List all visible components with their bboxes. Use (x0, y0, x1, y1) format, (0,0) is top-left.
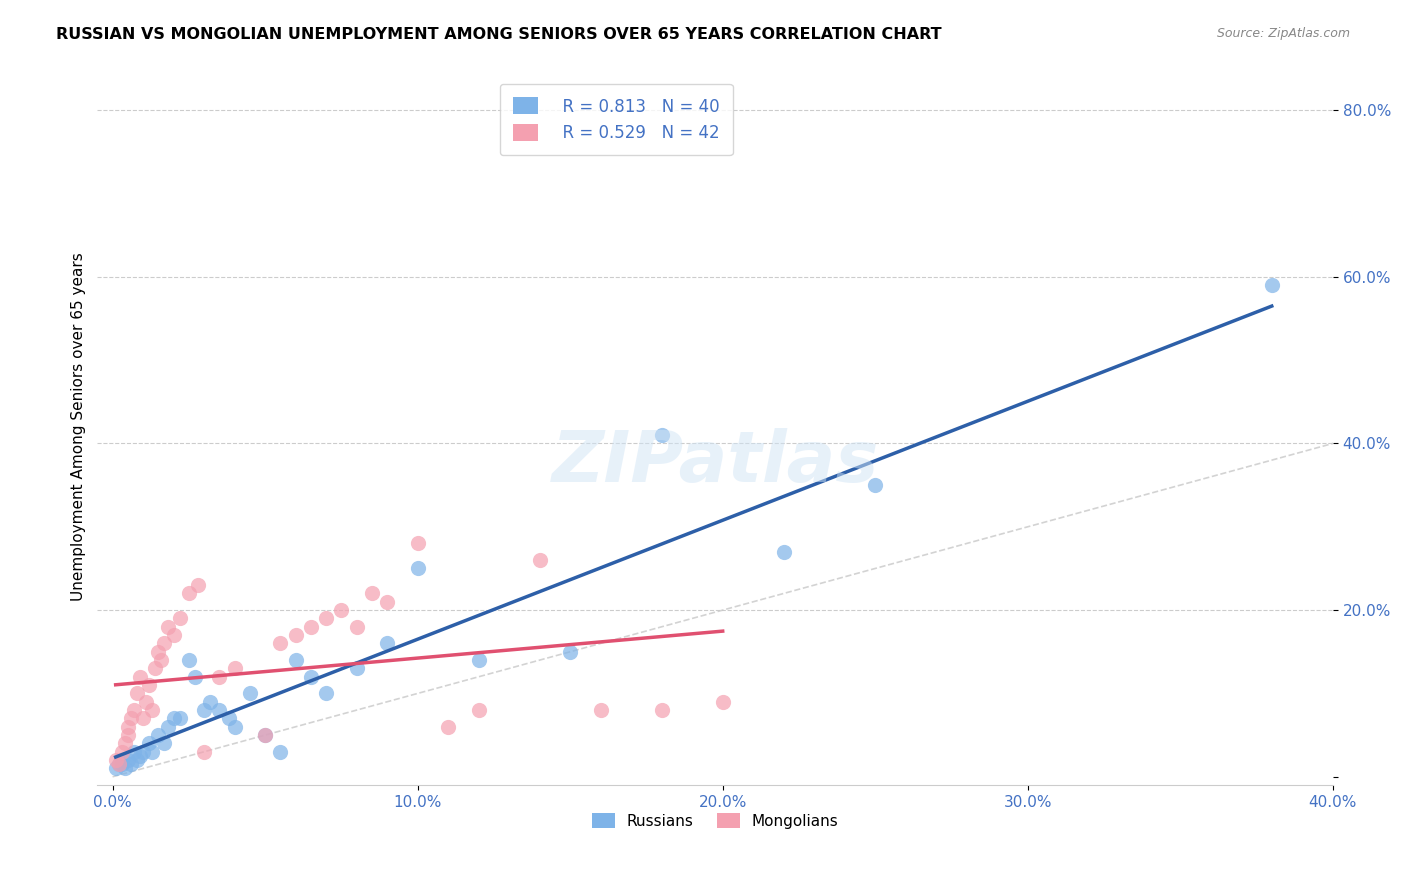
Point (114, 761, 136, 775)
Point (346, 620, 368, 634)
Point (208, 670, 231, 684)
Point (169, 711, 191, 725)
Point (406, 561, 429, 575)
Point (560, 645, 582, 659)
Point (299, 670, 322, 684)
Point (177, 586, 200, 600)
Point (138, 736, 160, 750)
Point (129, 670, 152, 684)
Legend: Russians, Mongolians: Russians, Mongolians (585, 806, 845, 835)
Point (1261, 278, 1284, 293)
Point (254, 728, 277, 742)
Point (315, 686, 337, 700)
Point (467, 703, 489, 717)
Point (651, 703, 673, 717)
Point (120, 711, 142, 725)
Point (375, 636, 398, 650)
Point (406, 536, 429, 550)
Point (156, 620, 179, 634)
Point (375, 595, 398, 609)
Point (437, 720, 460, 734)
Point (184, 670, 207, 684)
Point (107, 757, 129, 772)
Point (111, 753, 134, 767)
Point (117, 728, 139, 742)
Point (284, 653, 307, 667)
Point (863, 478, 886, 492)
Text: RUSSIAN VS MONGOLIAN UNEMPLOYMENT AMONG SENIORS OVER 65 YEARS CORRELATION CHART: RUSSIAN VS MONGOLIAN UNEMPLOYMENT AMONG … (56, 27, 942, 42)
Point (346, 661, 368, 675)
Point (177, 653, 200, 667)
Point (162, 711, 184, 725)
Point (269, 636, 291, 650)
Point (193, 745, 215, 759)
Point (122, 745, 145, 759)
Point (132, 711, 155, 725)
Point (138, 678, 160, 692)
Point (114, 736, 136, 750)
Point (200, 695, 222, 709)
Text: Source: ZipAtlas.com: Source: ZipAtlas.com (1216, 27, 1350, 40)
Point (141, 703, 163, 717)
Point (125, 686, 148, 700)
Point (107, 757, 129, 772)
Point (141, 745, 163, 759)
Point (156, 720, 179, 734)
Point (529, 553, 551, 567)
Point (169, 611, 191, 625)
Point (193, 703, 215, 717)
Point (711, 695, 734, 709)
Point (143, 661, 166, 675)
Point (208, 703, 231, 717)
Point (361, 586, 384, 600)
Y-axis label: Unemployment Among Seniors over 65 years: Unemployment Among Seniors over 65 years (72, 252, 86, 601)
Point (111, 757, 134, 772)
Point (104, 753, 127, 767)
Point (125, 753, 148, 767)
Point (148, 645, 170, 659)
Point (187, 578, 209, 592)
Point (299, 620, 322, 634)
Point (589, 703, 612, 717)
Point (104, 761, 127, 775)
Point (224, 720, 246, 734)
Point (224, 661, 246, 675)
Point (120, 757, 142, 772)
Point (772, 545, 794, 559)
Point (218, 711, 240, 725)
Point (254, 728, 277, 742)
Point (135, 695, 157, 709)
Point (129, 748, 152, 763)
Point (111, 745, 134, 759)
Point (148, 728, 170, 742)
Point (117, 720, 139, 734)
Point (284, 628, 307, 642)
Point (269, 745, 291, 759)
Point (239, 686, 262, 700)
Point (122, 703, 145, 717)
Point (153, 736, 176, 750)
Text: ZIPatlas: ZIPatlas (551, 428, 879, 497)
Point (117, 753, 139, 767)
Point (132, 745, 155, 759)
Point (651, 428, 673, 442)
Point (315, 611, 337, 625)
Point (153, 636, 176, 650)
Point (467, 653, 489, 667)
Point (330, 603, 353, 617)
Point (162, 628, 184, 642)
Point (150, 653, 173, 667)
